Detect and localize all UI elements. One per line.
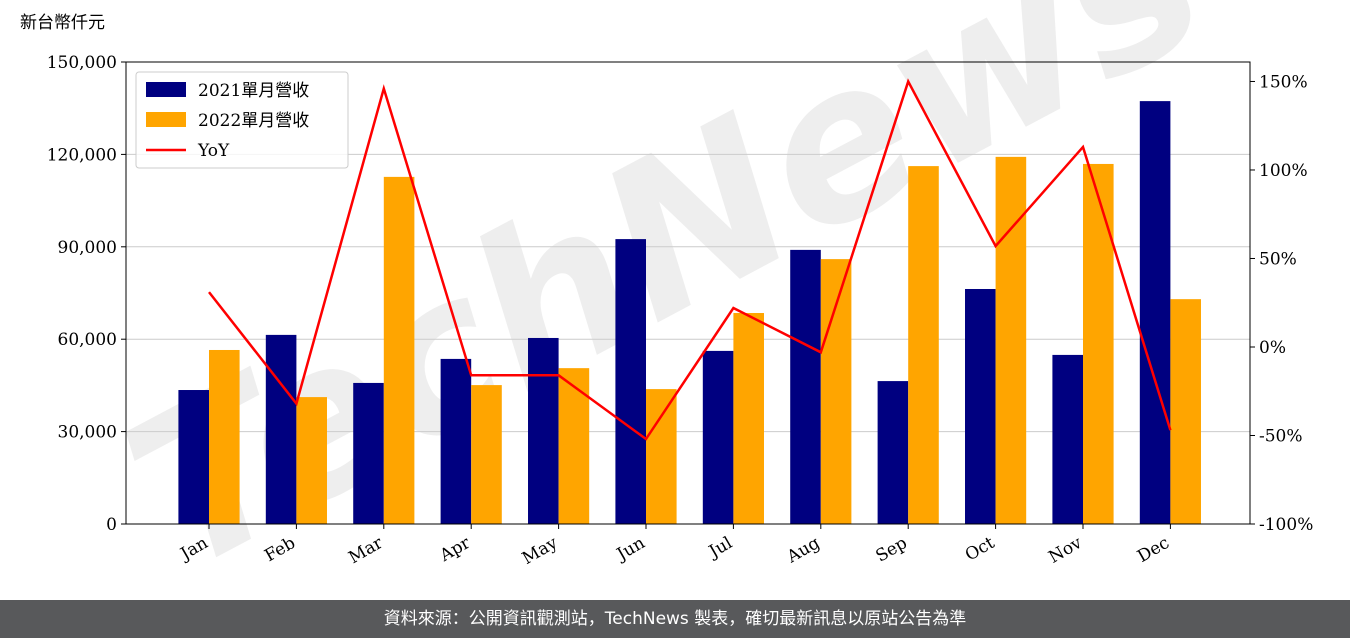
bar xyxy=(908,166,939,524)
y-tick-label: 0 xyxy=(106,515,117,535)
bar xyxy=(615,239,646,524)
bar xyxy=(877,381,909,524)
bar xyxy=(1052,354,1083,524)
bar xyxy=(209,349,240,524)
y2-tick-label: -50% xyxy=(1259,426,1303,446)
bar xyxy=(1170,299,1201,524)
bar xyxy=(1083,163,1114,524)
y2-tick-label: 150% xyxy=(1259,72,1308,92)
legend-swatch xyxy=(146,82,186,97)
bar xyxy=(528,337,559,524)
x-tick-label: Oct xyxy=(962,533,998,566)
legend-swatch xyxy=(146,112,186,127)
bar xyxy=(965,288,996,524)
footer: 資料來源：公開資訊觀測站，TechNews 製表，確切最新訊息以原站公告為準 xyxy=(0,600,1350,638)
y-tick-label: 150,000 xyxy=(47,53,117,73)
bar xyxy=(265,334,297,524)
legend-box xyxy=(135,71,349,169)
y-tick-label: 120,000 xyxy=(47,145,117,165)
x-tick-label: May xyxy=(519,533,562,569)
x-tick-label: Aug xyxy=(783,533,824,568)
plot-frame xyxy=(125,61,1251,525)
bar xyxy=(995,156,1027,524)
bar xyxy=(471,385,502,524)
x-tick-label: Jul xyxy=(704,533,736,563)
bar xyxy=(296,397,327,524)
y2-tick-label: 0% xyxy=(1259,338,1286,358)
bar xyxy=(790,249,821,524)
x-tick-label: Jun xyxy=(612,533,649,566)
bar xyxy=(558,368,590,524)
bar xyxy=(733,313,764,524)
y2-tick-label: 100% xyxy=(1259,161,1308,181)
bar xyxy=(646,389,677,524)
y-tick-label: 90,000 xyxy=(58,238,117,258)
y-tick-label: 30,000 xyxy=(58,423,117,443)
bar xyxy=(820,259,852,524)
bar xyxy=(353,382,384,524)
bar xyxy=(178,390,209,524)
x-tick-label: Apr xyxy=(436,533,475,567)
bar xyxy=(1139,101,1171,524)
y-tick-label: 60,000 xyxy=(58,330,117,350)
legend-label: YoY xyxy=(197,141,230,161)
x-tick-label: Dec xyxy=(1134,533,1173,567)
line xyxy=(208,78,1172,441)
chart: 新台幣仟元 TechNews030,00060,00090,000120,000… xyxy=(20,0,1313,619)
x-tick-label: Nov xyxy=(1045,533,1085,568)
y-axis-label: 新台幣仟元 xyxy=(20,13,105,33)
bar xyxy=(440,358,472,524)
legend-label: 2021單月營收 xyxy=(198,81,309,101)
y2-tick-label: 50% xyxy=(1259,249,1297,269)
bar xyxy=(702,350,734,524)
legend-label: 2022單月營收 xyxy=(198,111,309,131)
y2-tick-label: -100% xyxy=(1259,515,1313,535)
bar xyxy=(383,176,415,524)
x-tick-label: Sep xyxy=(872,533,910,567)
